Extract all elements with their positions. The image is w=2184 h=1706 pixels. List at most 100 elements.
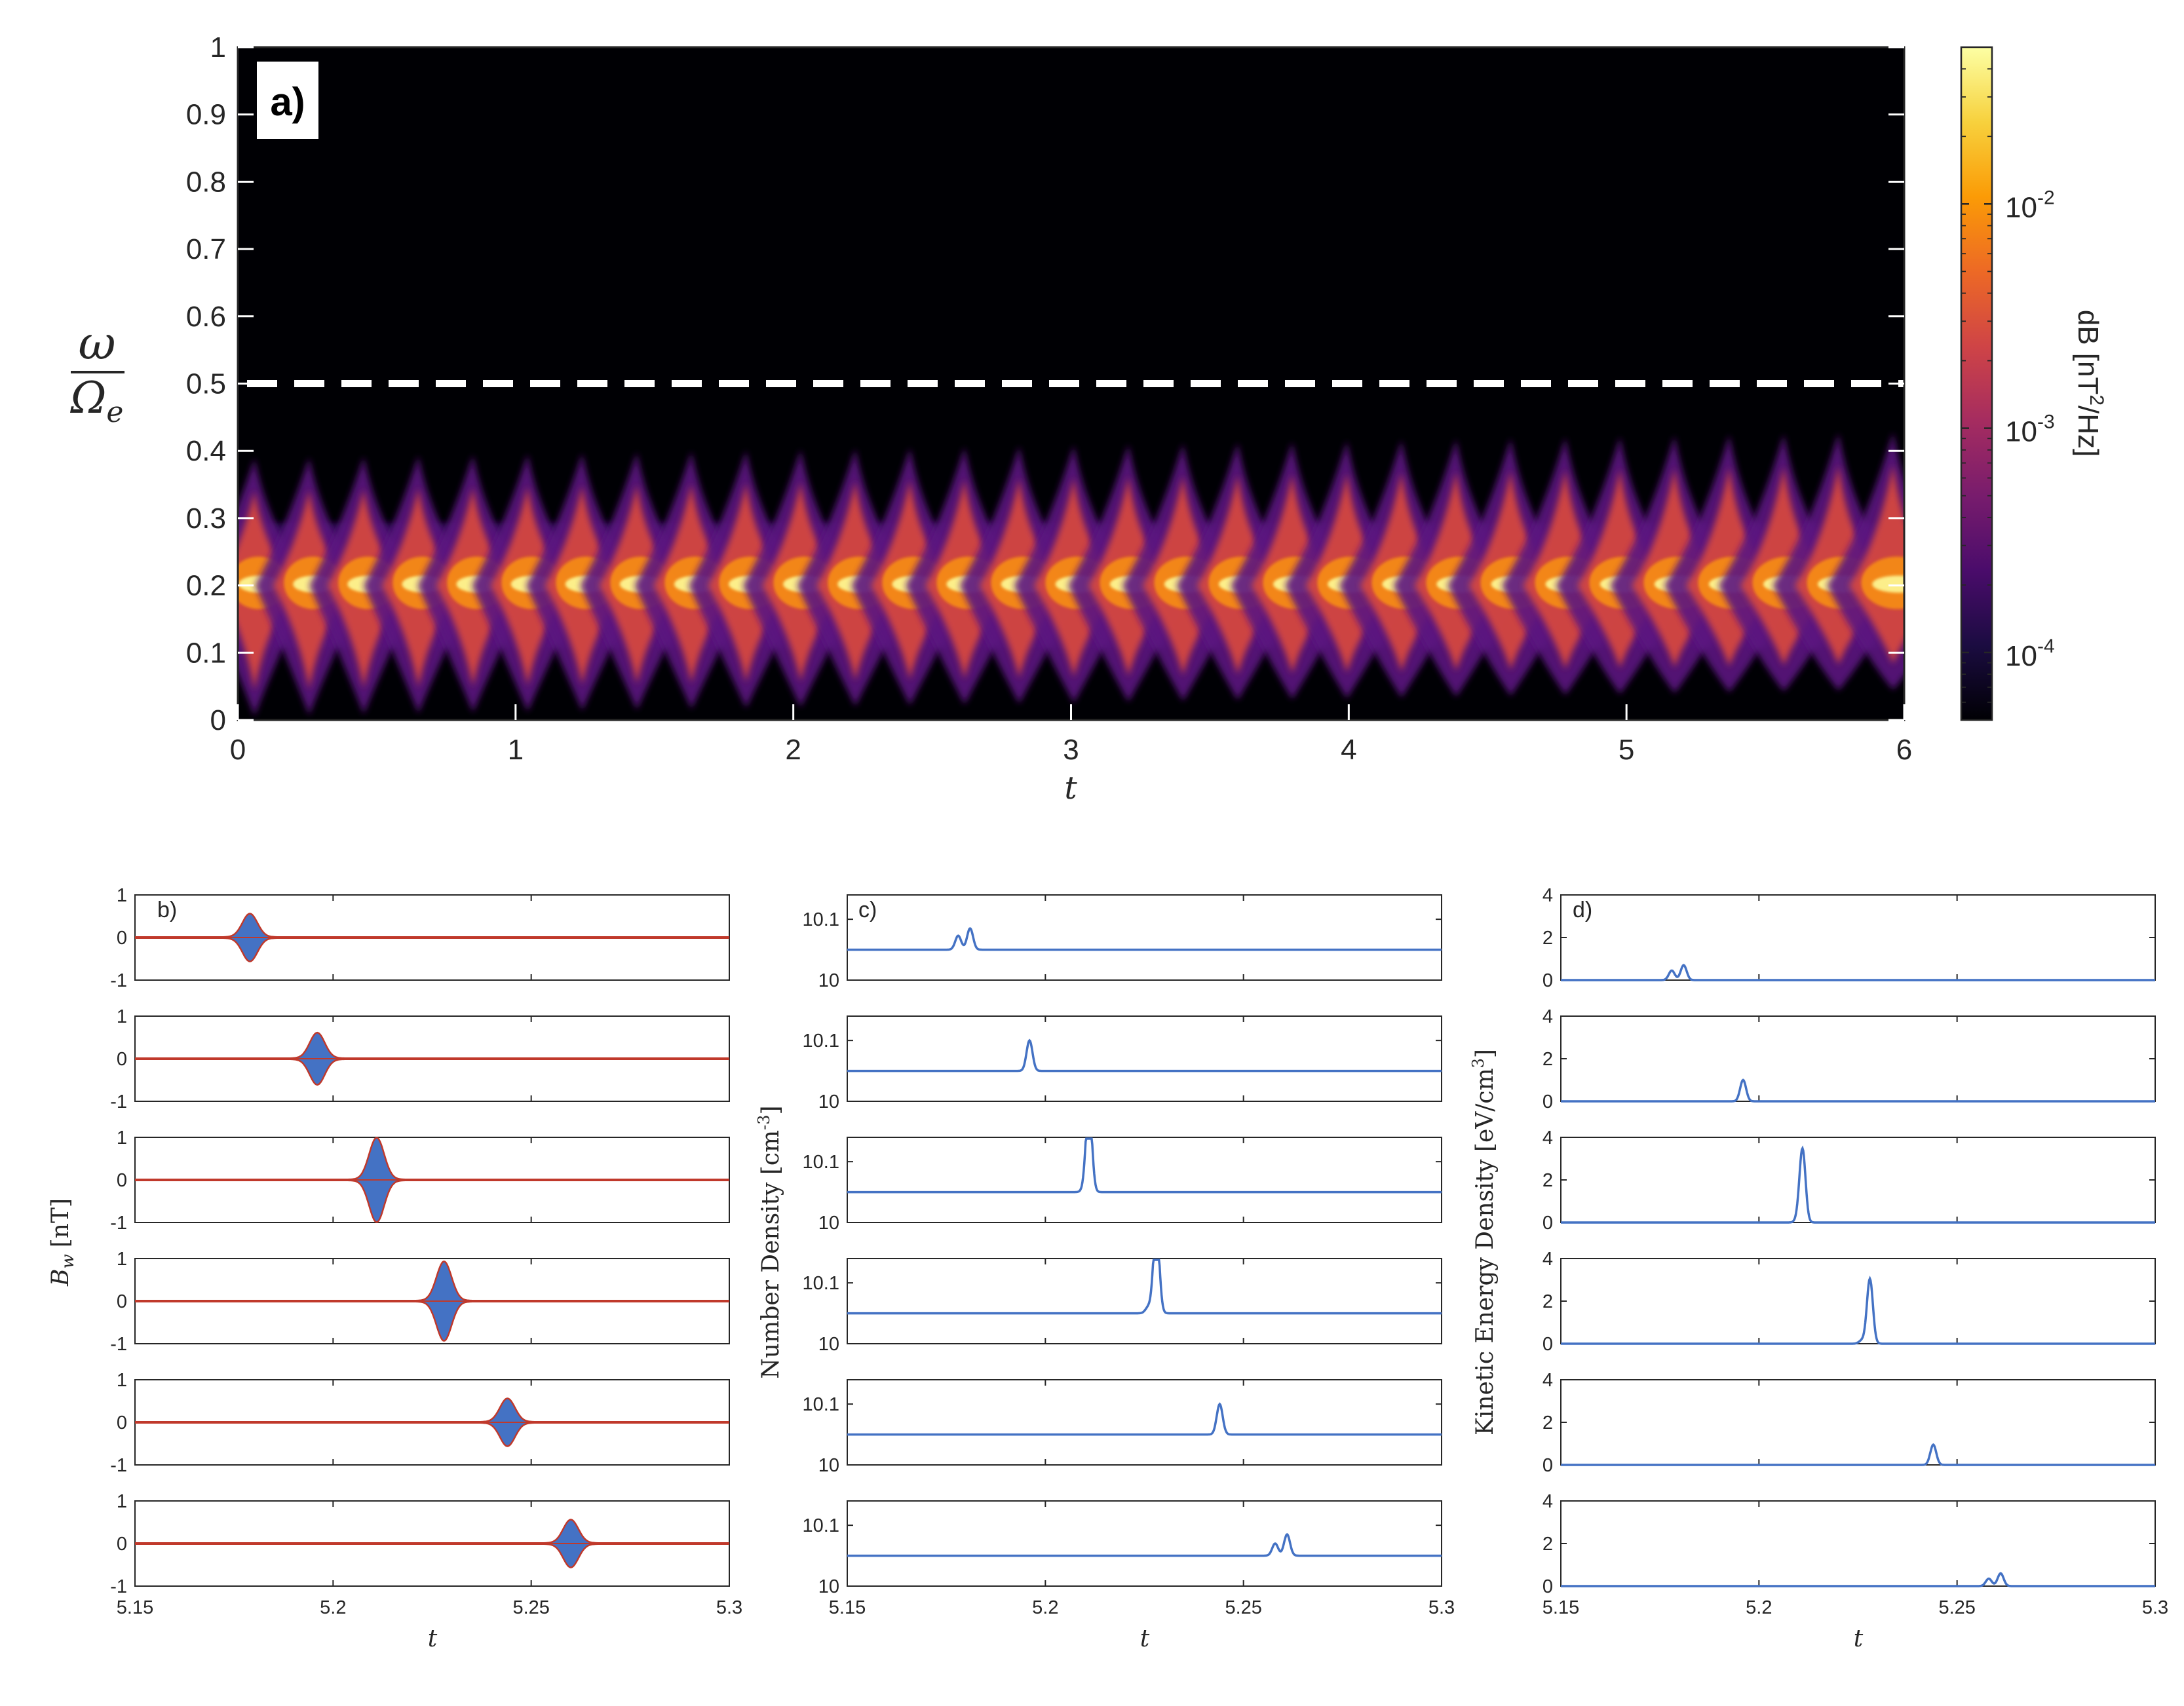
subplot-1-row-3: -1 0 1 xyxy=(110,1128,730,1234)
x-tick-label: 5.2 xyxy=(320,1597,346,1618)
x-tick-label: 5.25 xyxy=(512,1597,549,1618)
y-tick-label: 1 xyxy=(117,885,127,906)
subplot-3-row-4: 0 2 4 xyxy=(1542,1249,2156,1355)
colorbar-label: dB [nT2/Hz] xyxy=(2072,310,2107,457)
y-tick-label: 0 xyxy=(1542,1334,1553,1355)
y-tick-label: 0 xyxy=(117,1049,127,1070)
panel-label-d: d) xyxy=(1573,898,1592,922)
y-tick-label: 0 xyxy=(1542,1576,1553,1597)
y-label-b-unit: [nT] xyxy=(47,1198,74,1247)
subplot-3-row-1: 0 2 4 xyxy=(1542,885,2156,991)
colorbar-label-sup: 2 xyxy=(2086,394,2107,406)
x-tick-label: 5.2 xyxy=(1746,1597,1772,1618)
heatmap-y-tick-label: 0.4 xyxy=(186,435,226,467)
subplot-1-row-1: -1 0 1 xyxy=(110,885,730,991)
colorbar-gradient xyxy=(1960,46,1993,721)
y-tick-label: 10.1 xyxy=(803,1273,839,1294)
heatmap-x-tick-label: 2 xyxy=(785,734,801,766)
y-tick-label: 10 xyxy=(818,1455,839,1476)
y-tick-label: 1 xyxy=(117,1491,127,1512)
y-axis-label-d: Kinetic Energy Density [eV/cm3] xyxy=(1469,1049,1499,1435)
series-line xyxy=(1561,1078,2155,1103)
x-tick-label: 5.25 xyxy=(1938,1597,1975,1618)
y-tick-label: 10.1 xyxy=(803,909,839,930)
series-line xyxy=(1561,1572,2155,1587)
y-axis-label-a: ω Ωe xyxy=(70,316,125,429)
y-tick-label: 2 xyxy=(1542,1534,1553,1555)
y-tick-label: -1 xyxy=(110,1334,127,1355)
colorbar-label-pre: dB [nT xyxy=(2072,310,2104,395)
subplot-2-row-4: 10 10.1 xyxy=(803,1258,1442,1355)
y-tick-label: 1 xyxy=(117,1128,127,1148)
y-label-c-pre: Number Density [cm xyxy=(757,1130,784,1379)
colorbar: 10-410-310-2 dB [nT2/Hz] xyxy=(1960,46,2107,721)
y-tick-label: -1 xyxy=(110,1455,127,1476)
colorbar-tick-label: 10-2 xyxy=(2005,187,2055,223)
heatmap-y-tick-labels: 0 0.1 0.2 0.3 0.4 0.5 0.6 0.7 0.8 0.9 1 xyxy=(186,31,226,736)
panel-label-b: b) xyxy=(157,898,177,922)
x-tick-label: 5.3 xyxy=(2142,1597,2168,1618)
heatmap-y-tick-label: 0.2 xyxy=(186,570,226,602)
series-line xyxy=(847,1532,1442,1557)
y-label-omega-cap: Ω xyxy=(70,373,107,423)
subplot-2-row-3: 10 10.1 xyxy=(803,1137,1442,1234)
subplot-box xyxy=(1560,1500,2156,1587)
subplot-box xyxy=(847,894,1442,981)
y-tick-label: 0 xyxy=(117,928,127,949)
y-tick-label: 0 xyxy=(117,1170,127,1191)
y-tick-label: 10 xyxy=(818,1576,839,1597)
y-tick-label: 10 xyxy=(818,1334,839,1355)
series-line xyxy=(1561,1443,2155,1466)
y-tick-label: 2 xyxy=(1542,1291,1553,1312)
y-tick-label: 10 xyxy=(818,1213,839,1234)
series-line xyxy=(1561,1145,2155,1224)
y-label-denominator: Ωe xyxy=(70,373,124,429)
x-axis-label-b: t xyxy=(428,1625,438,1652)
heatmap-x-tick-label: 1 xyxy=(508,734,524,766)
y-tick-label: 1 xyxy=(117,1370,127,1391)
heatmap-x-tick-label: 4 xyxy=(1341,734,1356,766)
subplot-1-row-4: -1 0 1 xyxy=(110,1249,730,1355)
x-tick-label: 5.25 xyxy=(1225,1597,1261,1618)
x-axis-label-c: t xyxy=(1140,1625,1150,1652)
subplot-box xyxy=(847,1015,1442,1102)
subplot-2-row-2: 10 10.1 xyxy=(803,1015,1442,1112)
x-tick-label: 5.15 xyxy=(829,1597,866,1618)
heatmap-x-tick-label: 5 xyxy=(1619,734,1634,766)
subplot-box xyxy=(847,1258,1442,1344)
colorbar-tick-base: 10 xyxy=(2005,191,2037,223)
y-tick-label: -1 xyxy=(110,1213,127,1234)
colorbar-tick-label: 10-4 xyxy=(2005,635,2055,672)
subplot-3-row-5: 0 2 4 xyxy=(1542,1370,2156,1476)
y-tick-label: -1 xyxy=(110,1576,127,1597)
y-tick-label: 1 xyxy=(117,1249,127,1270)
panel-label-c: c) xyxy=(858,898,877,922)
y-tick-label: 0 xyxy=(117,1534,127,1555)
colorbar-tick-exp: -2 xyxy=(2037,187,2055,208)
series-line xyxy=(1561,1276,2155,1345)
y-tick-label: 10.1 xyxy=(803,1152,839,1173)
y-tick-label: 2 xyxy=(1542,1412,1553,1433)
y-tick-label: 4 xyxy=(1542,885,1553,906)
y-tick-label: 10.1 xyxy=(803,1031,839,1052)
colorbar-tick-base: 10 xyxy=(2005,416,2037,448)
x-tick-label: 5.15 xyxy=(1542,1597,1579,1618)
y-tick-label: 2 xyxy=(1542,928,1553,949)
subplot-box xyxy=(1560,1137,2156,1223)
heatmap-x-tick-label: 6 xyxy=(1896,734,1912,766)
subplot-1-row-5: -1 0 1 xyxy=(110,1370,730,1476)
series-line xyxy=(1561,964,2155,981)
x-tick-label: 5.3 xyxy=(1428,1597,1455,1618)
subplot-box xyxy=(847,1137,1442,1223)
y-tick-label: -1 xyxy=(110,970,127,991)
heatmap-y-tick-label: 0.5 xyxy=(186,368,226,400)
subplot-2-row-5: 10 10.1 xyxy=(803,1379,1442,1476)
panel-label-box-a xyxy=(257,62,318,139)
heatmap-y-tick-label: 1 xyxy=(210,31,226,64)
x-tick-label: 5.3 xyxy=(716,1597,742,1618)
heatmap-burst-highlight xyxy=(1872,575,1904,593)
subplot-box xyxy=(1560,1258,2156,1344)
heatmap-y-tick-label: 0.7 xyxy=(186,233,226,265)
y-tick-label: 2 xyxy=(1542,1170,1553,1191)
subplot-3-row-3: 0 2 4 xyxy=(1542,1128,2156,1234)
